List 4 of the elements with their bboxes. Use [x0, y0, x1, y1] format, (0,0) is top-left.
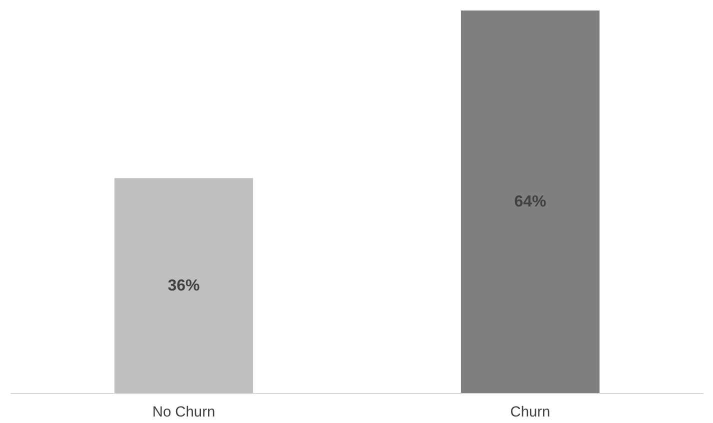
x-tick-label: No Churn	[152, 404, 216, 420]
data-label: 64%	[514, 194, 546, 210]
data-label: 36%	[168, 277, 200, 294]
x-tick-label: Churn	[510, 404, 550, 420]
